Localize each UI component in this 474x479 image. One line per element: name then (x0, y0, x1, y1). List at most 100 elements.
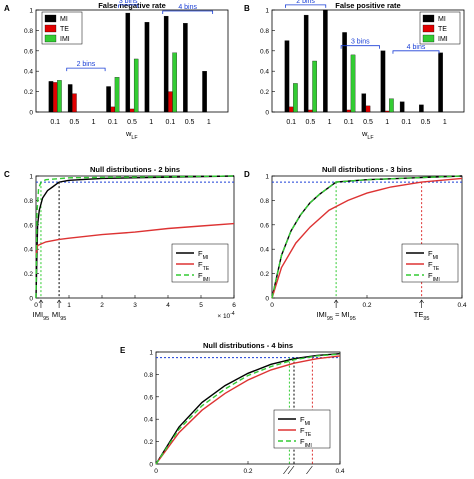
y-tick-label: 0.4 (24, 69, 33, 76)
legend-swatch (422, 14, 435, 23)
x-tick-label: 0.1 (166, 119, 176, 126)
curve-te (35, 222, 235, 256)
annotation-arrow (56, 299, 62, 308)
bar-mi (106, 86, 111, 113)
y-tick-label: 0.2 (24, 271, 33, 278)
bar-imi (312, 60, 317, 113)
y-tick-label: 0.2 (260, 89, 269, 96)
legend-box (401, 243, 459, 283)
y-tick-label: 0.6 (260, 222, 269, 229)
curve-imi (155, 353, 341, 465)
bar-te (72, 93, 77, 113)
curve-mi (35, 175, 235, 299)
x-multiplier: × 10-4 (217, 311, 235, 320)
x-tick-label: 5 (199, 302, 203, 309)
chart-title: False negative rate (98, 1, 166, 10)
y-tick-label: 0.2 (260, 271, 269, 278)
bar-imi (114, 77, 120, 113)
x-tick-label: 3 (133, 302, 137, 309)
bar-mi (202, 71, 207, 113)
y-tick-label: 0 (265, 110, 269, 117)
y-tick-label: 0.8 (24, 198, 33, 205)
legend-entry: MI (60, 16, 68, 23)
x-tick-label: 0.2 (362, 302, 371, 309)
legend-entry: FMI (428, 249, 438, 261)
legend-swatch (44, 34, 57, 43)
panel-label: A (4, 4, 10, 13)
y-tick-label: 0.4 (24, 247, 33, 254)
chart-title: False positive rate (335, 1, 400, 10)
chart-title: Null distributions - 4 bins (203, 341, 293, 350)
legend-swatch (44, 14, 57, 23)
x-tick-label: 0.5 (70, 119, 80, 126)
legend-entry: MI (438, 16, 446, 23)
x-tick-label: 0.5 (421, 119, 431, 126)
legend-swatch (44, 24, 57, 33)
annotation-arrow (283, 465, 290, 475)
bar-imi (389, 98, 394, 113)
x-tick-label: 0.5 (363, 119, 373, 126)
y-tick-label: 1 (29, 8, 33, 15)
bar-mi (380, 50, 386, 113)
annotation-arrow (333, 299, 339, 308)
bar-mi (144, 22, 150, 113)
bar-te (168, 91, 173, 113)
y-tick-label: 1 (265, 174, 269, 181)
bar-mi (419, 104, 424, 113)
bar-te (110, 106, 116, 113)
bar-mi (67, 84, 73, 113)
legend-entry: FIMI (428, 271, 440, 283)
annotation-label: IMI95 (33, 310, 50, 322)
group-bracket (392, 50, 440, 54)
y-tick-label: 0 (265, 296, 269, 303)
x-tick-label: 0.4 (457, 302, 466, 309)
curve-imi (271, 175, 463, 299)
x-tick-label: 2 (100, 302, 104, 309)
bar-mi (361, 93, 367, 113)
y-tick-label: 0.8 (260, 28, 269, 35)
x-tick-label: 0.1 (344, 119, 354, 126)
x-tick-label: 1 (149, 119, 153, 126)
x-tick-label: 0.1 (108, 119, 118, 126)
panel-label: B (244, 4, 250, 13)
bar-te (288, 106, 294, 113)
bar-mi (48, 81, 54, 113)
y-tick-label: 0.6 (144, 394, 153, 401)
y-tick-label: 0.4 (260, 247, 269, 254)
bar-imi (172, 52, 177, 113)
x-tick-label: 0 (154, 468, 158, 474)
annotation-label: TE95 (414, 310, 430, 322)
annotation-arrow (306, 465, 313, 475)
group-label: 3 bins (351, 39, 370, 46)
bar-te (52, 82, 58, 113)
bar-imi (293, 83, 298, 113)
x-tick-label: 0.5 (306, 119, 316, 126)
x-tick-label: 0.5 (127, 119, 137, 126)
legend-entry: FTE (428, 260, 440, 272)
x-tick-label: 1 (328, 119, 332, 126)
bar-mi (183, 23, 188, 113)
bar-mi (399, 101, 405, 113)
curve-te (155, 355, 341, 465)
y-tick-label: 0 (149, 462, 153, 469)
x-tick-label: 6 (232, 302, 236, 309)
panel-label: C (4, 170, 10, 179)
group-label: 2 bins (296, 0, 315, 5)
legend-box (171, 243, 229, 283)
y-tick-label: 0 (29, 296, 33, 303)
bar-mi (284, 40, 290, 113)
bar-imi (57, 80, 62, 113)
group-bracket (118, 4, 139, 8)
bar-imi (350, 54, 356, 113)
x-tick-label: 1 (92, 119, 96, 126)
chart-title: Null distributions - 2 bins (90, 165, 180, 174)
bar-te (308, 109, 313, 113)
bar-mi (438, 52, 443, 113)
y-tick-label: 1 (29, 174, 33, 181)
x-tick-label: 0.1 (50, 119, 60, 126)
annotation-label: MI95 (52, 310, 66, 322)
x-tick-label: 0.1 (286, 119, 296, 126)
x-axis-label: wLF (361, 129, 374, 141)
group-bracket (162, 10, 214, 15)
bar-imi (133, 58, 139, 113)
